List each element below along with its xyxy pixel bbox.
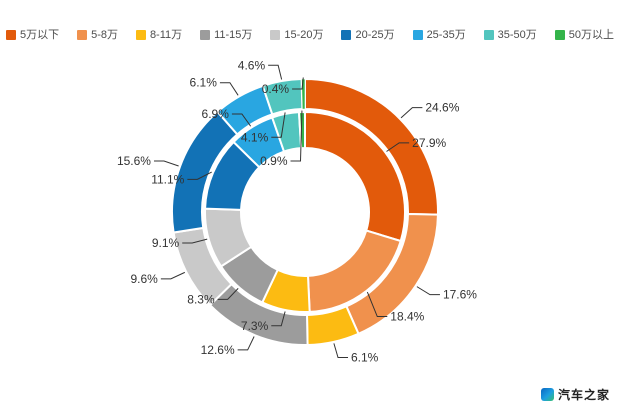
watermark-text: 汽车之家 <box>557 388 610 402</box>
slice-label-inner_ring-20-25万: 11.1% <box>151 172 184 186</box>
slice-label-inner_ring-35-50万: 4.1% <box>241 130 269 144</box>
legend-item-7[interactable]: 25-35万 <box>412 28 466 42</box>
label-leader-line <box>231 113 252 127</box>
legend-item-label: 50万以上 <box>568 29 614 41</box>
legend-item-label: 20-25万 <box>355 29 395 41</box>
slice-label-outer_ring-20-25万: 15.6% <box>117 154 151 168</box>
slice-label-inner_ring-8-11万: 7.3% <box>241 319 269 333</box>
label-leader-line <box>416 286 440 296</box>
slice-label-outer_ring-50万以上: 0.4% <box>262 82 290 96</box>
label-leader-line <box>182 238 208 244</box>
label-leader-line <box>187 171 212 180</box>
slice-inner_ring-5万以下[interactable] <box>304 110 406 243</box>
legend-item-4[interactable]: 11-15万 <box>200 28 252 42</box>
label-leader-line <box>271 112 286 138</box>
legend-swatch-icon <box>341 30 352 40</box>
legend-swatch-icon <box>200 30 211 40</box>
legend-item-label: 5万以下 <box>20 29 60 41</box>
slice-label-outer_ring-11-15万: 12.6% <box>201 343 235 357</box>
slice-label-outer_ring-15-20万: 9.6% <box>130 272 158 286</box>
legend-item-1[interactable]: 5万以下 <box>6 28 59 42</box>
slice-label-inner_ring-25-35万: 6.9% <box>202 107 230 121</box>
slice-label-inner_ring-15-20万: 9.1% <box>152 236 180 250</box>
label-leader-line <box>333 343 349 359</box>
label-leader-line <box>268 64 283 80</box>
legend-item-label: 15-20万 <box>284 29 324 41</box>
slice-label-outer_ring-8-11万: 6.1% <box>351 351 379 365</box>
slice-label-inner_ring-50万以上: 0.9% <box>260 154 288 168</box>
legend-item-8[interactable]: 35-50万 <box>483 28 537 42</box>
legend-item-label: 5-8万 <box>91 29 118 41</box>
label-leader-line <box>237 336 255 351</box>
chart-legend: 5万以下 5-8万 8-11万 11-15万 15-20万 20-25万 25-35万 35-… <box>0 28 620 42</box>
slice-label-outer_ring-35-50万: 4.6% <box>238 58 266 72</box>
legend-item-6[interactable]: 20-25万 <box>341 28 395 42</box>
slice-label-inner_ring-11-15万: 8.3% <box>187 292 215 306</box>
slice-label-inner_ring-5-8万: 18.4% <box>390 310 424 324</box>
legend-item-2[interactable]: 5-8万 <box>77 28 118 42</box>
label-leader-line <box>366 291 388 318</box>
label-leader-line <box>271 311 286 327</box>
label-leader-line <box>217 288 239 300</box>
label-leader-line <box>292 77 304 90</box>
label-leader-line <box>290 110 303 162</box>
label-leader-line <box>219 82 239 96</box>
legend-item-label: 35-50万 <box>497 29 537 41</box>
legend-swatch-icon <box>6 30 16 40</box>
slice-label-inner_ring-5万以下: 27.9% <box>412 136 446 150</box>
slice-label-outer_ring-25-35万: 6.1% <box>190 76 218 90</box>
label-leader-line <box>160 271 186 280</box>
legend-item-3[interactable]: 8-11万 <box>135 28 183 42</box>
slice-inner_ring-50万以上[interactable] <box>297 110 306 150</box>
legend-swatch-icon <box>270 30 281 40</box>
label-leader-line <box>153 160 179 167</box>
slice-label-outer_ring-5万以下: 24.6% <box>425 101 459 115</box>
autohome-logo-icon <box>540 388 554 401</box>
legend-item-5[interactable]: 15-20万 <box>270 28 324 42</box>
legend-swatch-icon <box>135 30 146 40</box>
legend-item-9[interactable]: 50万以上 <box>554 28 614 42</box>
label-leader-line <box>400 107 423 119</box>
legend-item-label: 8-11万 <box>149 29 183 41</box>
legend-swatch-icon <box>412 30 423 40</box>
slice-label-outer_ring-5-8万: 17.6% <box>443 288 477 302</box>
legend-item-label: 25-35万 <box>426 29 466 41</box>
slice-outer_ring-50万以上[interactable] <box>301 78 306 110</box>
watermark: 汽车之家 <box>540 386 610 403</box>
legend-swatch-icon <box>483 30 494 40</box>
legend-swatch-icon <box>77 30 88 40</box>
legend-swatch-icon <box>554 30 565 40</box>
legend-item-label: 11-15万 <box>214 29 253 41</box>
label-leader-line <box>386 142 410 152</box>
